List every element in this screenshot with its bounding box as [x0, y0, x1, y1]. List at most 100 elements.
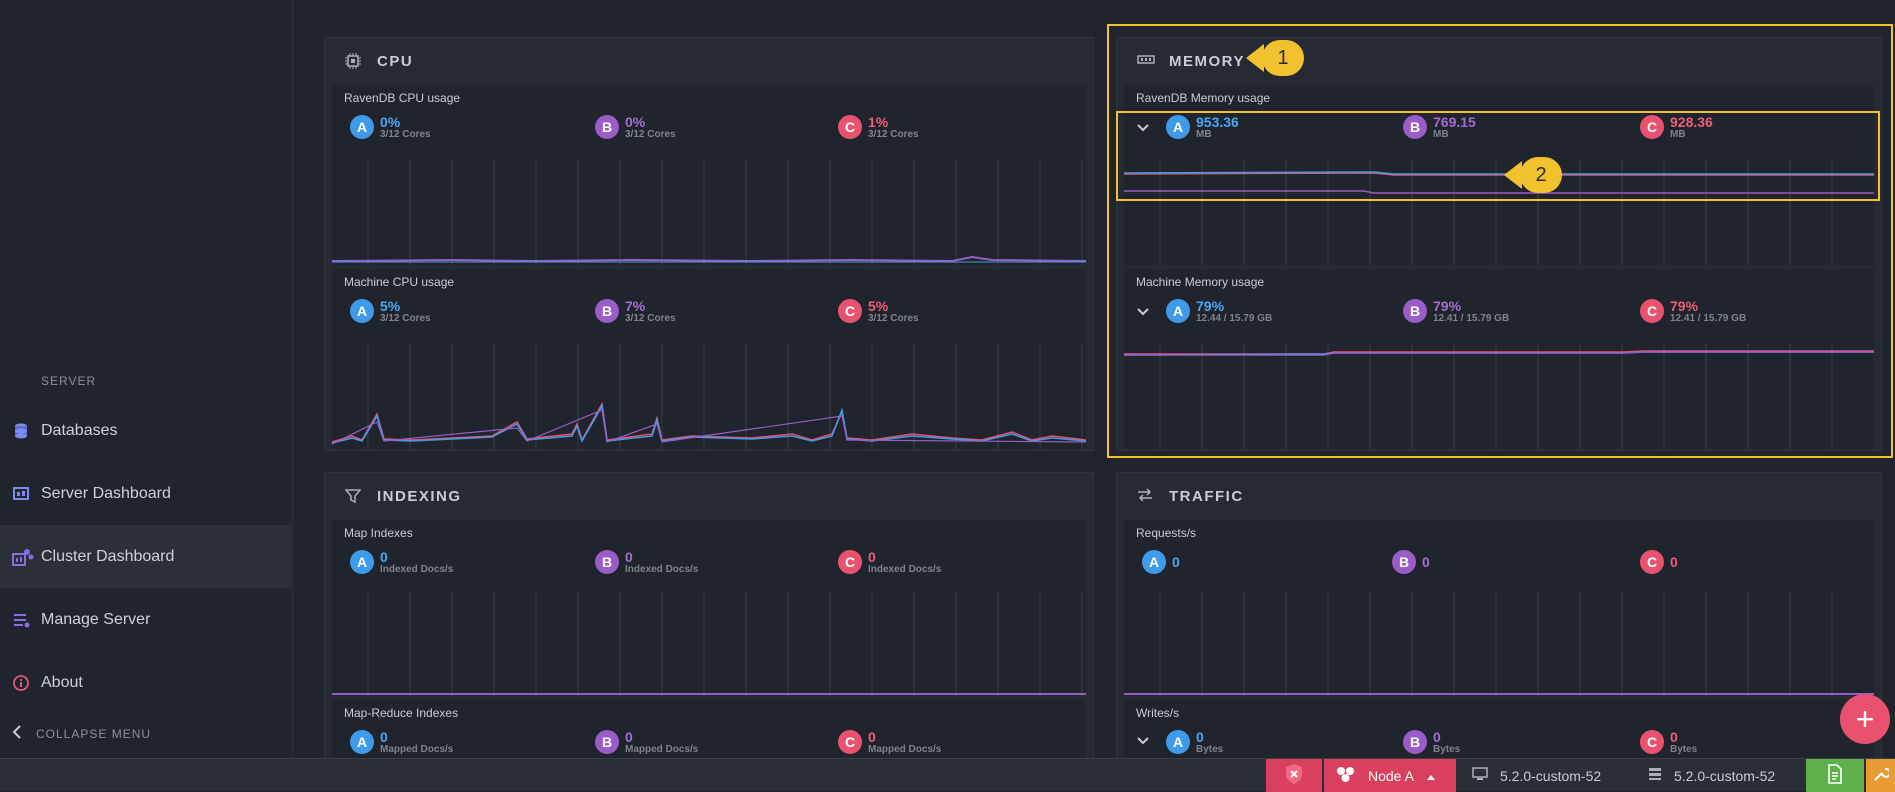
machine-cpu-chart [332, 344, 1086, 449]
node-value: 953.36 [1196, 114, 1239, 130]
node-b-stat: B 79% 12.41 / 15.79 GB [1403, 299, 1509, 324]
sidebar-item-label: Databases [41, 421, 118, 439]
callout-2: 2 [1504, 157, 1562, 193]
sidebar-item-databases[interactable]: Databases [0, 399, 293, 462]
node-b-badge: B [1403, 299, 1427, 323]
node-sub: MB [1433, 129, 1449, 140]
sidebar-item-cluster-dashboard[interactable]: Cluster Dashboard [0, 525, 293, 588]
callout-label: 1 [1262, 40, 1304, 76]
node-a-stat: A 0% 3/12 Cores [350, 115, 431, 140]
node-c-stat: C 0 Bytes [1640, 730, 1697, 755]
card-title: Requests/s [1136, 526, 1197, 540]
requests-chart [1124, 591, 1874, 696]
node-sub: 3/12 Cores [380, 313, 431, 324]
node-value: 0 [868, 549, 876, 565]
node-c-stat: C 1% 3/12 Cores [838, 115, 919, 140]
chevron-down-icon[interactable] [1136, 734, 1150, 748]
server-version-label: 5.2.0-custom-52 [1674, 767, 1776, 784]
node-value: 5% [380, 298, 401, 314]
client-version[interactable]: 5.2.0-custom-52 [1472, 759, 1601, 792]
chevron-down-icon[interactable] [1136, 121, 1150, 135]
node-a-stat: A 0 Indexed Docs/s [350, 550, 453, 575]
sidebar-item-server-dashboard[interactable]: Server Dashboard [0, 462, 293, 525]
server-dashboard-icon [12, 485, 30, 503]
shield-icon [1284, 763, 1304, 788]
node-b-badge: B [1403, 115, 1427, 139]
chart-gridlines [367, 344, 1083, 449]
node-sub: 3/12 Cores [868, 129, 919, 140]
sidebar-section-label: SERVER [41, 374, 97, 388]
node-value: 0 [1670, 554, 1678, 570]
card-title: Map Indexes [344, 526, 413, 540]
license-button[interactable] [1806, 759, 1864, 792]
node-value: 0 [868, 729, 876, 745]
ravendb-cpu-chart [332, 160, 1086, 265]
node-sub: 3/12 Cores [868, 313, 919, 324]
about-icon [12, 674, 30, 692]
sidebar-item-label: Cluster Dashboard [41, 547, 175, 565]
sidebar-item-about[interactable]: About [0, 651, 293, 714]
card-title: Map-Reduce Indexes [344, 706, 459, 720]
machine-memory-card: Machine Memory usage A 79% 12.44 / 15.79 … [1124, 269, 1874, 449]
node-value: 0 [1172, 554, 1180, 570]
server-version[interactable]: 5.2.0-custom-52 [1648, 759, 1775, 792]
node-sub: 3/12 Cores [625, 129, 676, 140]
monitor-icon [1472, 767, 1488, 784]
node-value: 0 [1670, 729, 1678, 745]
indexing-panel-header: INDEXING [325, 473, 1093, 519]
sidebar-item-manage-server[interactable]: Manage Server [0, 588, 293, 651]
node-c-badge: C [838, 730, 862, 754]
indexing-panel: INDEXING Map Indexes A 0 Indexed Docs/s B… [324, 472, 1094, 762]
traffic-panel-header: TRAFFIC [1117, 473, 1881, 519]
sidebar-item-label: Server Dashboard [41, 484, 171, 502]
card-title: Machine Memory usage [1136, 275, 1265, 289]
node-value: 0% [380, 114, 401, 130]
node-sub: MB [1670, 129, 1686, 140]
node-c-badge: C [838, 299, 862, 323]
node-b-stat: B 0 Bytes [1403, 730, 1460, 755]
node-b-badge: B [1392, 550, 1416, 574]
callout-label: 2 [1520, 157, 1562, 193]
chart-gridlines [367, 160, 1083, 265]
node-value: 79% [1196, 298, 1225, 314]
card-title: RavenDB CPU usage [344, 91, 461, 105]
tools-button[interactable] [1866, 759, 1895, 792]
chart-gridlines [1159, 160, 1833, 265]
chevron-down-icon[interactable] [1136, 305, 1150, 319]
add-button[interactable]: + [1840, 694, 1890, 744]
map-indexes-card: Map Indexes A 0 Indexed Docs/s B 0 Indexed… [332, 520, 1086, 696]
node-b-badge: B [1403, 730, 1427, 754]
node-value: 0 [625, 549, 633, 565]
node-b-badge: B [595, 550, 619, 574]
ravendb-memory-highlight-box [1116, 111, 1880, 201]
node-value: 5% [868, 298, 889, 314]
node-a-stat: A 953.36 MB [1166, 115, 1239, 140]
node-c-badge: C [838, 115, 862, 139]
sidebar-item-label: About [41, 673, 83, 691]
databases-icon [12, 422, 30, 440]
machine-cpu-card: Machine CPU usage A 5% 3/12 Cores B 7% 3/1… [332, 269, 1086, 449]
ravendb-memory-card: RavenDB Memory usage A 953.36 MB B 769.15… [1124, 85, 1874, 265]
node-a-badge: A [1166, 730, 1190, 754]
node-c-badge: C [1640, 115, 1664, 139]
node-a-badge: A [1166, 299, 1190, 323]
cpu-panel-header: CPU [325, 38, 1093, 84]
node-value: 7% [625, 298, 646, 314]
callout-1: 1 [1246, 40, 1304, 76]
traffic-panel: TRAFFIC Requests/s A 0 B 0 C 0 Writes/s [1116, 472, 1882, 762]
collapse-menu-button[interactable]: COLLAPSE MENU [12, 725, 151, 742]
memory-highlight-box [1107, 24, 1893, 458]
node-b-badge: B [595, 115, 619, 139]
ravendb-memory-chart [1124, 160, 1874, 265]
node-sub: Bytes [1196, 744, 1224, 755]
panel-title: INDEXING [377, 487, 462, 505]
node-sub: Indexed Docs/s [380, 564, 454, 575]
node-selector[interactable]: Node A [1324, 759, 1456, 792]
node-c-stat: C 79% 12.41 / 15.79 GB [1640, 299, 1746, 324]
indexing-icon [344, 488, 362, 504]
node-c-stat: C 0 Indexed Docs/s [838, 550, 941, 575]
node-b-stat: B 0% 3/12 Cores [595, 115, 676, 140]
node-b-stat: B 7% 3/12 Cores [595, 299, 676, 324]
security-alert-button[interactable] [1266, 759, 1322, 792]
